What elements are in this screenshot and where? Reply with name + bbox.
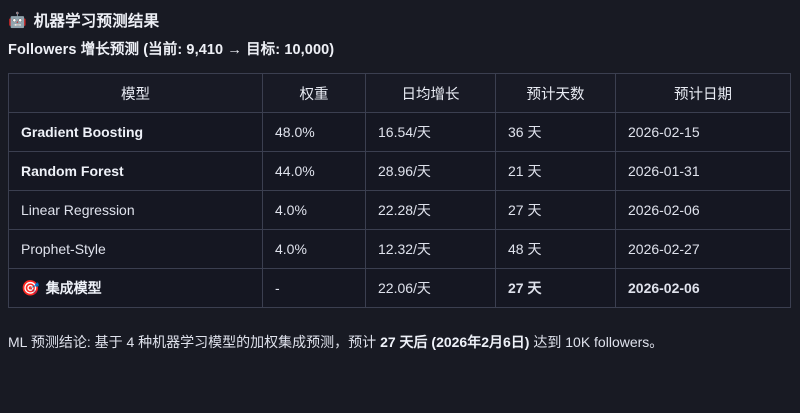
robot-icon: 🤖	[8, 10, 27, 29]
cell-model: Gradient Boosting	[8, 112, 263, 152]
table-header-row: 模型 权重 日均增长 预计天数 预计日期	[8, 73, 791, 113]
cell-weight: 48.0%	[262, 112, 366, 152]
cell-days: 27 天	[495, 268, 616, 308]
table-row: 🎯 集成模型 -22.06/天 27 天 2026-02-06	[8, 268, 791, 308]
cell-days: 27 天	[495, 190, 616, 230]
model-name: Gradient Boosting	[21, 124, 144, 140]
column-header-days: 预计天数	[495, 73, 616, 113]
cell-days: 36 天	[495, 112, 616, 152]
model-name: Prophet-Style	[21, 241, 106, 257]
cell-date: 2026-02-06	[615, 268, 791, 308]
table-row: Random Forest 44.0% 28.96/天 21 天 2026-01-31	[8, 151, 791, 191]
column-header-daily-growth: 日均增长	[365, 73, 496, 113]
prediction-table-wrapper: 模型 权重 日均增长 预计天数 预计日期 Gradient Boosting 48…	[8, 73, 791, 308]
column-header-date: 预计日期	[615, 73, 791, 113]
cell-model: 🎯 集成模型	[8, 268, 263, 308]
panel-title-row: 🤖 机器学习预测结果	[0, 0, 800, 30]
cell-date: 2026-02-27	[615, 229, 791, 269]
cell-weight: 44.0%	[262, 151, 366, 191]
model-name: 集成模型	[45, 280, 102, 296]
cell-daily-growth: 22.28/天	[365, 190, 496, 230]
column-header-model: 模型	[8, 73, 263, 113]
cell-weight: 4.0%	[262, 190, 366, 230]
cell-model: Prophet-Style	[8, 229, 263, 269]
conclusion-segment: ML 预测结论: 基于 4 种机器学习模型的加权集成预测，预计	[8, 334, 381, 350]
cell-daily-growth: 12.32/天	[365, 229, 496, 269]
conclusion-segment: 达到 10K followers。	[529, 334, 664, 350]
table-header: 模型 权重 日均增长 预计天数 预计日期	[8, 73, 791, 113]
cell-weight: -	[262, 268, 366, 308]
cell-model: Random Forest	[8, 151, 263, 191]
ml-conclusion-text: ML 预测结论: 基于 4 种机器学习模型的加权集成预测，预计 27 天后 (2…	[8, 330, 792, 356]
cell-weight: 4.0%	[262, 229, 366, 269]
cell-model: Linear Regression	[8, 190, 263, 230]
cell-days: 48 天	[495, 229, 616, 269]
column-header-weight: 权重	[262, 73, 366, 113]
prediction-table: 模型 权重 日均增长 预计天数 预计日期 Gradient Boosting 48…	[8, 73, 791, 308]
table-row: Gradient Boosting 48.0% 16.54/天 36 天 2026-02…	[8, 112, 791, 152]
bullseye-icon: 🎯	[21, 278, 40, 297]
followers-forecast-subtitle: Followers 增长预测 (当前: 9,410 → 目标: 10,000)	[8, 42, 335, 58]
cell-daily-growth: 16.54/天	[365, 112, 496, 152]
cell-date: 2026-01-31	[615, 151, 791, 191]
cell-date: 2026-02-06	[615, 190, 791, 230]
table-row: Prophet-Style 4.0% 12.32/天 48 天 2026-02-27	[8, 229, 791, 269]
table-body: Gradient Boosting 48.0% 16.54/天 36 天 2026-02…	[8, 112, 791, 308]
table-row: Linear Regression 4.0% 22.28/天 27 天 2026-02-…	[8, 190, 791, 230]
cell-days: 21 天	[495, 151, 616, 191]
conclusion-highlight: 27 天后 (2026年2月6日)	[380, 334, 530, 350]
model-name: Random Forest	[21, 163, 124, 179]
cell-daily-growth: 28.96/天	[365, 151, 496, 191]
subtitle-row: Followers 增长预测 (当前: 9,410 → 目标: 10,000)	[0, 26, 800, 59]
cell-daily-growth: 22.06/天	[365, 268, 496, 308]
cell-date: 2026-02-15	[615, 112, 791, 152]
model-name: Linear Regression	[21, 202, 135, 218]
page-title: 机器学习预测结果	[33, 13, 160, 30]
